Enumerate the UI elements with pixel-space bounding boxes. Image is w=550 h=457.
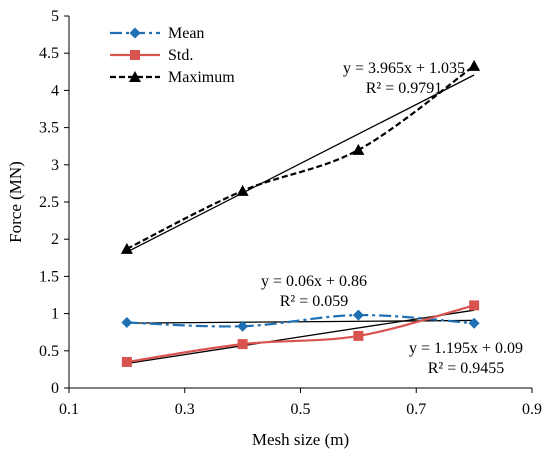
legend-marker-mean	[129, 27, 141, 39]
legend-label-std: Std.	[168, 47, 193, 64]
trendline-mean	[126, 319, 475, 324]
y-tick-label: 4.5	[39, 45, 59, 62]
legend-marker-std	[130, 50, 140, 60]
y-tick-label: 3	[51, 157, 59, 174]
y-tick-label: 2.5	[39, 194, 59, 211]
legend-marker-maximum	[129, 71, 141, 82]
data-point-std	[469, 300, 480, 311]
x-axis-title: Mesh size (m)	[252, 430, 349, 449]
series-line-maximum	[126, 64, 475, 250]
x-tick-label: 0.1	[59, 401, 79, 418]
y-axis-title: Force (MN)	[6, 161, 25, 243]
legend-label-maximum: Maximum	[168, 69, 235, 86]
data-point-std	[353, 330, 364, 341]
data-point-mean	[237, 320, 249, 332]
y-tick-label: 1.5	[39, 268, 59, 285]
trendline-equation-std: y = 1.195x + 0.09	[409, 340, 523, 357]
x-tick-label: 0.7	[406, 401, 426, 418]
data-point-maximum	[236, 184, 249, 196]
y-tick-label: 0	[51, 380, 59, 397]
trendline-r2-std: R² = 0.9455	[428, 360, 505, 377]
data-point-mean	[352, 309, 364, 321]
legend-label-mean: Mean	[168, 25, 204, 42]
y-tick-label: 4	[51, 82, 59, 99]
trendline-equation-mean: y = 0.06x + 0.86	[261, 273, 367, 290]
trendline-r2-mean: R² = 0.059	[280, 293, 349, 310]
data-point-maximum	[352, 143, 365, 155]
series-line-std	[126, 304, 475, 364]
trendline-std	[126, 309, 475, 365]
data-point-std	[237, 339, 248, 350]
data-point-maximum	[120, 242, 133, 254]
series-line-mean	[126, 313, 475, 328]
data-point-mean	[121, 317, 133, 329]
trendline-equation-maximum: y = 3.965x + 1.035	[343, 60, 465, 77]
x-tick-label: 0.5	[291, 401, 311, 418]
data-point-maximum	[468, 59, 481, 71]
y-tick-label: 0.5	[39, 343, 59, 360]
y-tick-label: 1	[51, 306, 59, 323]
data-point-mean	[468, 317, 480, 329]
trendline-maximum	[126, 74, 475, 253]
y-tick-label: 5	[51, 8, 59, 25]
y-tick-label: 2	[51, 231, 59, 248]
data-point-std	[121, 356, 132, 367]
y-tick-label: 3.5	[39, 120, 59, 137]
trendline-r2-maximum: R² = 0.9791	[366, 80, 443, 97]
x-tick-label: 0.3	[175, 401, 195, 418]
x-tick-label: 0.9	[522, 401, 542, 418]
